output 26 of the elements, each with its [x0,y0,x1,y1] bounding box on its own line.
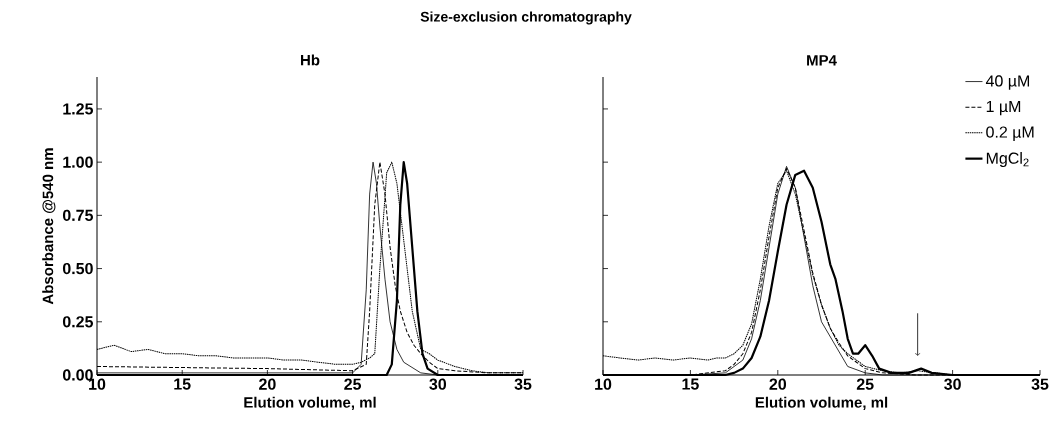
y-tick-label: 0.25 [62,316,94,328]
y-axis-title: Absorbance @540 nm [42,148,56,305]
x-tick-label: 20 [259,378,276,390]
chart-subtitle: Hb [301,54,320,66]
y-tick-label: 0.50 [62,262,93,275]
y-tick-label: 0.75 [62,209,94,222]
legend-label: 0.2 µM [986,126,1034,141]
x-tick-label: 35 [1031,378,1049,390]
legend-label: MgCl$_{2}$ [986,152,1029,168]
x-tick-label: 15 [174,378,191,390]
y-tick-label: 1.25 [63,103,94,115]
x-tick-label: 30 [944,378,961,390]
y-tick-label: 1.00 [63,156,93,168]
legend-label: 1 µM [986,100,1021,116]
x-tick-label: 25 [344,378,362,390]
x-tick-label: 30 [429,378,447,390]
chart-title: Size-exclusion chromatography [420,11,632,25]
x-tick-label: 20 [769,378,787,390]
x-tick-label: 25 [856,378,874,390]
x-tick-label: 15 [682,378,699,390]
x-axis-title: Elution volume, ml [244,396,376,410]
legend-label: 40 µM [985,75,1030,90]
x-tick-label: 35 [514,378,532,390]
x-axis-title: Elution volume, ml [755,396,888,410]
x-tick-label: 10 [595,378,612,390]
chart-title: MP4 [807,55,837,66]
